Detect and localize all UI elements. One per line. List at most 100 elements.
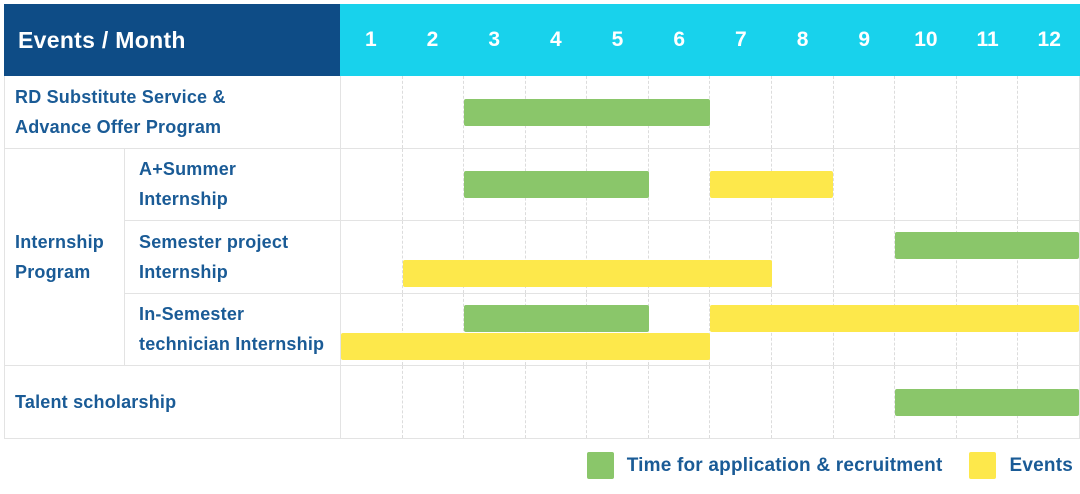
row-label: Talent scholarship — [5, 366, 341, 439]
month-label: 2 — [426, 28, 439, 51]
month-cell — [1017, 148, 1079, 220]
month-cell — [1017, 76, 1079, 148]
month-cell — [832, 76, 895, 148]
gantt-body: RD Substitute Service & Advance Offer Pro… — [4, 76, 1080, 439]
month-grid — [341, 366, 1079, 439]
month-cell — [463, 221, 525, 293]
row-label-line: technician Internship — [139, 334, 325, 355]
legend-label-events: Events — [1009, 454, 1073, 476]
month-cell — [463, 293, 525, 365]
gantt-row: Semester project Internship — [5, 221, 1079, 294]
month-cell — [401, 293, 464, 365]
month-label: 7 — [735, 28, 747, 51]
month-label: 3 — [488, 28, 501, 51]
month-cell — [709, 366, 771, 438]
month-cell — [955, 76, 1018, 148]
gantt-bar-events — [710, 171, 833, 198]
gantt-bar-application — [464, 98, 710, 126]
gantt-row: RD Substitute Service & Advance Offer Pro… — [5, 76, 1079, 149]
month-cell — [341, 76, 402, 148]
month-cell — [586, 366, 648, 438]
month-cell — [894, 148, 956, 220]
row-label-line: Internship — [139, 261, 229, 282]
month-cell — [832, 366, 895, 438]
group-label-internship-program: Internship Program — [5, 149, 125, 367]
gantt-bar-application — [464, 304, 649, 332]
month-cell — [832, 148, 895, 220]
month-cell — [341, 366, 402, 438]
row-label: A+Summer Internship — [125, 148, 341, 221]
month-cell — [709, 221, 771, 293]
month-cell — [709, 293, 771, 365]
month-cell — [647, 148, 710, 220]
month-cell — [955, 148, 1018, 220]
legend-item-events: Events — [969, 452, 1073, 479]
month-cell — [463, 148, 525, 220]
month-cell — [771, 76, 833, 148]
month-label: 6 — [673, 28, 686, 51]
gantt-bar-application — [464, 171, 649, 198]
month-header-row: 1 2 3 4 5 6 7 8 9 10 11 12 — [340, 4, 1080, 76]
month-cell — [401, 76, 464, 148]
row-label-line: Advance Offer Program — [15, 116, 222, 137]
month-cell — [524, 366, 587, 438]
gantt-bar-events — [402, 260, 772, 287]
month-cell — [401, 221, 464, 293]
row-label-line: Program — [15, 262, 91, 283]
gantt-bar-events — [341, 332, 710, 360]
month-grid — [341, 221, 1079, 294]
month-cell — [647, 221, 710, 293]
legend: Time for application & recruitment Event… — [586, 452, 1073, 479]
row-label-line: In-Semester — [139, 304, 245, 325]
gantt-bar-application — [894, 388, 1079, 416]
group-column-spacer — [5, 221, 125, 294]
month-cell — [647, 366, 710, 438]
month-label: 1 — [364, 28, 377, 51]
gantt-header: Events / Month 1 2 3 4 5 6 7 8 9 10 11 12 — [4, 4, 1080, 76]
month-cell — [463, 76, 525, 148]
row-label-line: Internship — [15, 232, 105, 253]
month-cell — [586, 221, 648, 293]
row-label: RD Substitute Service & Advance Offer Pro… — [5, 76, 341, 149]
application-green-swatch-icon — [586, 452, 614, 479]
month-cell — [709, 76, 771, 148]
gantt-row: Talent scholarship — [5, 366, 1079, 439]
legend-label-application: Time for application & recruitment — [626, 454, 943, 476]
events-month-header-cell: Events / Month — [4, 4, 340, 76]
month-label: 8 — [796, 28, 809, 51]
month-grid — [341, 76, 1079, 149]
month-label: 12 — [1037, 28, 1061, 51]
month-grid — [341, 293, 1079, 366]
month-grid — [341, 148, 1079, 221]
month-label: 10 — [914, 28, 938, 51]
month-cell — [341, 221, 402, 293]
gantt-chart: Events / Month 1 2 3 4 5 6 7 8 9 10 11 12 RD Substi… — [4, 4, 1080, 439]
row-label-line: Semester project — [139, 231, 289, 252]
month-cell — [709, 148, 771, 220]
gantt-row: A+Summer Internship — [5, 148, 1079, 221]
month-cell — [832, 221, 895, 293]
month-cell — [771, 221, 833, 293]
month-label: 11 — [976, 28, 999, 51]
month-cell — [894, 76, 956, 148]
row-label-line: Internship — [139, 189, 229, 210]
month-label: 9 — [858, 28, 871, 51]
month-cell — [401, 366, 464, 438]
row-label: In-Semester technician Internship — [125, 293, 341, 366]
row-label-line: Talent scholarship — [15, 391, 177, 412]
month-cell — [341, 149, 402, 221]
month-label: 4 — [550, 28, 562, 51]
group-column-spacer — [5, 293, 125, 366]
row-label: Semester project Internship — [125, 221, 341, 294]
month-cell — [524, 221, 587, 293]
row-label-line: RD Substitute Service & — [15, 86, 226, 107]
events-yellow-swatch-icon — [969, 452, 997, 479]
month-cell — [771, 366, 833, 438]
gantt-bar-application — [894, 232, 1079, 259]
month-label: 5 — [611, 28, 624, 51]
legend-item-application: Time for application & recruitment — [586, 452, 943, 479]
month-cell — [401, 148, 464, 220]
group-column-spacer — [5, 148, 125, 221]
row-label-line: A+Summer — [139, 159, 237, 180]
